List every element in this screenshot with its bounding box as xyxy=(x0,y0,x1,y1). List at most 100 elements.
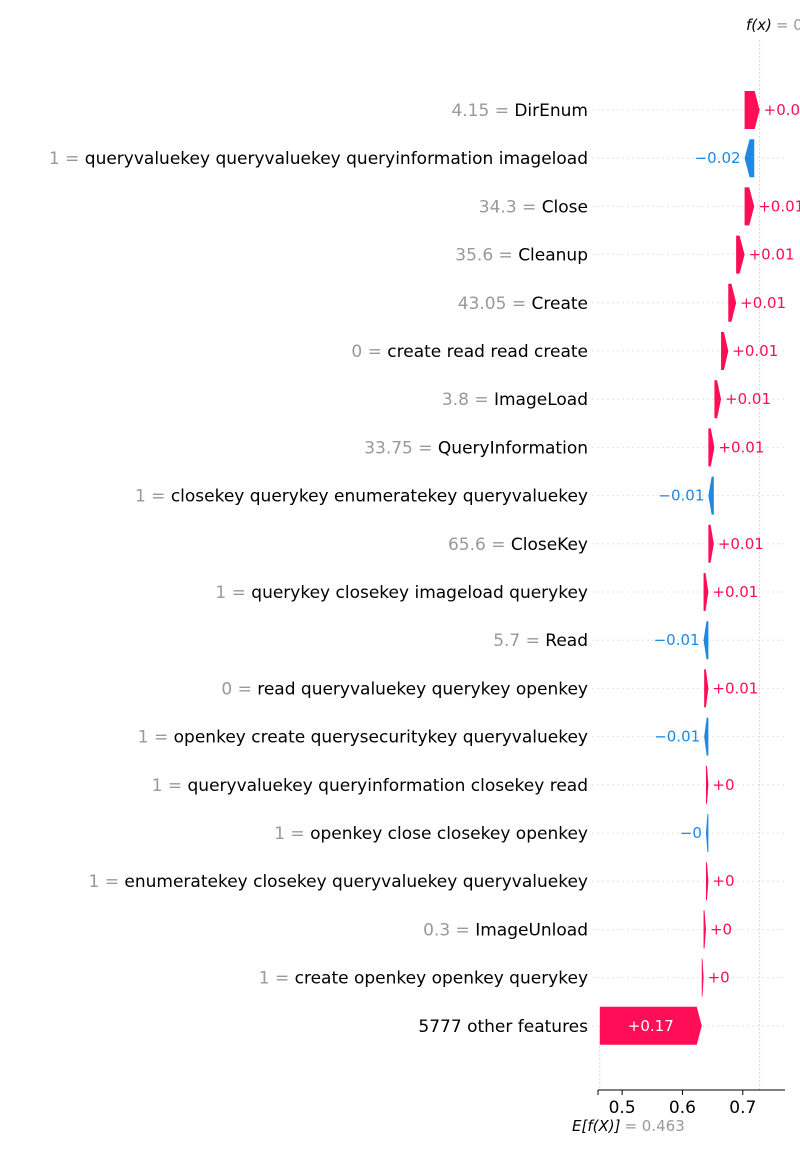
feature-name: enumeratekey closekey queryvaluekey quer… xyxy=(124,872,588,892)
feature-name: DirEnum xyxy=(514,101,588,121)
feature-value: 1 = xyxy=(259,969,295,989)
negative-bar xyxy=(705,814,709,852)
positive-bar xyxy=(705,765,709,804)
feature-name: querykey closekey imageload querykey xyxy=(251,583,588,603)
shap-value-label: +0.01 xyxy=(718,438,764,456)
positive-bar xyxy=(714,380,722,419)
shap-value-label: +0.01 xyxy=(740,294,786,312)
positive-bar xyxy=(744,91,760,129)
feature-value: 43.05 = xyxy=(458,294,532,314)
feature-name: CloseKey xyxy=(511,535,588,555)
feature-name: openkey close closekey openkey xyxy=(310,824,588,844)
feature-label: 1 = queryvaluekey queryvaluekey queryinf… xyxy=(49,149,588,169)
positive-bar xyxy=(703,910,706,949)
shap-value-label: −0.02 xyxy=(695,149,741,167)
feature-labels: 4.15 = DirEnum 1 = queryvaluekey queryval… xyxy=(49,101,588,1037)
shap-value-label: +0 xyxy=(712,872,734,890)
feature-name: QueryInformation xyxy=(438,438,588,458)
feature-label: 65.6 = CloseKey xyxy=(448,535,588,555)
shap-value-label: +0.01 xyxy=(749,246,795,264)
feature-value: 1 = xyxy=(138,728,174,748)
fx-label: f(x) = 0 xyxy=(746,16,800,34)
x-tick-label: 0.6 xyxy=(669,1098,696,1118)
positive-bar xyxy=(701,958,704,997)
feature-label: 34.3 = Close xyxy=(479,197,588,217)
positive-bar xyxy=(705,862,709,901)
negative-bar xyxy=(704,717,709,756)
negative-bar xyxy=(708,476,714,515)
positive-bar xyxy=(736,235,745,274)
feature-value: 0 = xyxy=(351,342,387,362)
feature-label: 1 = enumeratekey closekey queryvaluekey … xyxy=(89,872,588,892)
feature-value: 3.8 = xyxy=(442,390,494,410)
feature-label: 1 = create openkey openkey querykey xyxy=(259,969,588,989)
feature-label: 0.3 = ImageUnload xyxy=(423,920,588,940)
positive-bar xyxy=(703,573,709,611)
positive-bar xyxy=(708,524,714,563)
feature-value: 1 = xyxy=(274,824,310,844)
feature-value: 0.3 = xyxy=(423,920,475,940)
feature-value: 1 = xyxy=(135,487,171,507)
feature-label: 1 = openkey create querysecuritykey quer… xyxy=(138,728,588,748)
feature-value: 34.3 = xyxy=(479,197,542,217)
positive-bar xyxy=(744,187,755,226)
feature-name: 5777 other features xyxy=(418,1017,588,1037)
shap-value-label: −0.01 xyxy=(658,487,704,505)
feature-value: 1 = xyxy=(89,872,125,892)
feature-label: 43.05 = Create xyxy=(458,294,588,314)
feature-value: 33.75 = xyxy=(364,438,438,458)
feature-value: 4.15 = xyxy=(451,101,514,121)
feature-name: queryvaluekey queryinformation closekey … xyxy=(188,776,589,796)
feature-name: read queryvaluekey querykey openkey xyxy=(257,679,588,699)
feature-name: queryvaluekey queryvaluekey queryinforma… xyxy=(85,149,588,169)
shap-value-label: +0 xyxy=(710,920,732,938)
feature-name: create openkey openkey querykey xyxy=(295,969,588,989)
feature-name: Create xyxy=(532,294,589,314)
feature-value: 5.7 = xyxy=(493,631,545,651)
feature-label: 0 = read queryvaluekey querykey openkey xyxy=(221,679,588,699)
feature-value: 1 = xyxy=(49,149,85,169)
feature-name: openkey create querysecuritykey queryval… xyxy=(174,728,588,748)
feature-name: Read xyxy=(545,631,588,651)
shap-value-label: +0.0 xyxy=(764,101,800,119)
feature-value: 0 = xyxy=(221,679,257,699)
negative-bar xyxy=(703,621,709,660)
feature-label: 5777 other features xyxy=(418,1017,588,1037)
feature-label: 1 = openkey close closekey openkey xyxy=(274,824,588,844)
x-axis: 0.5 0.6 0.7 xyxy=(597,1089,785,1118)
feature-label: 35.6 = Cleanup xyxy=(455,246,588,266)
x-tick-label: 0.5 xyxy=(609,1098,636,1118)
feature-label: 1 = closekey querykey enumeratekey query… xyxy=(135,487,588,507)
shap-value-label: −0 xyxy=(680,824,702,842)
feature-label: 0 = create read read create xyxy=(351,342,588,362)
feature-name: Close xyxy=(542,197,588,217)
feature-value: 35.6 = xyxy=(455,246,518,266)
feature-name: ImageLoad xyxy=(494,390,588,410)
feature-name: closekey querykey enumeratekey queryvalu… xyxy=(171,487,588,507)
x-tick-label: 0.7 xyxy=(729,1098,756,1118)
shap-value-label: +0.01 xyxy=(718,535,764,553)
feature-label: 1 = querykey closekey imageload querykey xyxy=(215,583,588,603)
shap-value-label: −0.01 xyxy=(654,631,700,649)
positive-bar xyxy=(728,283,737,322)
efx-value: = 0.463 xyxy=(624,1117,684,1135)
fx-value: = 0 xyxy=(776,16,800,34)
shap-value-label: +0.01 xyxy=(712,679,758,697)
shap-value-label: +0 xyxy=(712,776,734,794)
shap-value-label: −0.01 xyxy=(654,728,700,746)
shap-value-label: +0.01 xyxy=(758,197,800,215)
feature-label: 5.7 = Read xyxy=(493,631,588,651)
feature-name: ImageUnload xyxy=(475,920,588,940)
feature-name: Cleanup xyxy=(518,246,588,266)
shap-value-label: +0.01 xyxy=(732,342,778,360)
efx-label: E[f(X)] = 0.463 xyxy=(572,1117,685,1135)
shap-value-label: +0.01 xyxy=(725,390,771,408)
positive-bar xyxy=(599,1006,702,1045)
bars: +0.0 −0.02 +0.01 +0.01 +0.01 +0.01 +0.01 +0.01 −… xyxy=(599,91,800,1045)
positive-bar xyxy=(708,428,715,467)
feature-label: 3.8 = ImageLoad xyxy=(442,390,588,410)
feature-value: 1 = xyxy=(215,583,251,603)
feature-label: 1 = queryvaluekey queryinformation close… xyxy=(152,776,588,796)
shap-value-label: +0.17 xyxy=(628,1017,674,1035)
